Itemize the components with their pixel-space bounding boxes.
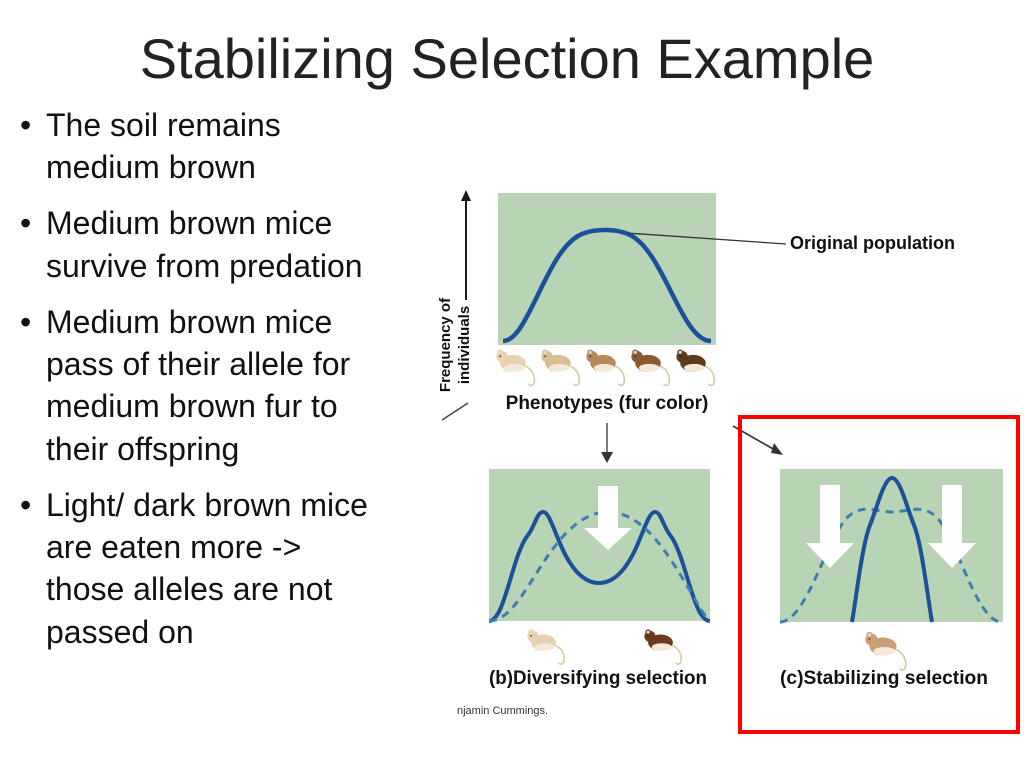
svg-text:Phenotypes (fur color): Phenotypes (fur color) bbox=[506, 393, 709, 414]
svg-text:(b)Diversifying selection: (b)Diversifying selection bbox=[489, 668, 707, 689]
svg-text:individuals: individuals bbox=[456, 306, 473, 384]
svg-text:(c)Stabilizing selection: (c)Stabilizing selection bbox=[780, 668, 988, 689]
svg-text:Frequency of: Frequency of bbox=[437, 297, 454, 392]
svg-text:njamin Cummings.: njamin Cummings. bbox=[457, 705, 548, 717]
svg-text:Original population: Original population bbox=[790, 233, 955, 253]
